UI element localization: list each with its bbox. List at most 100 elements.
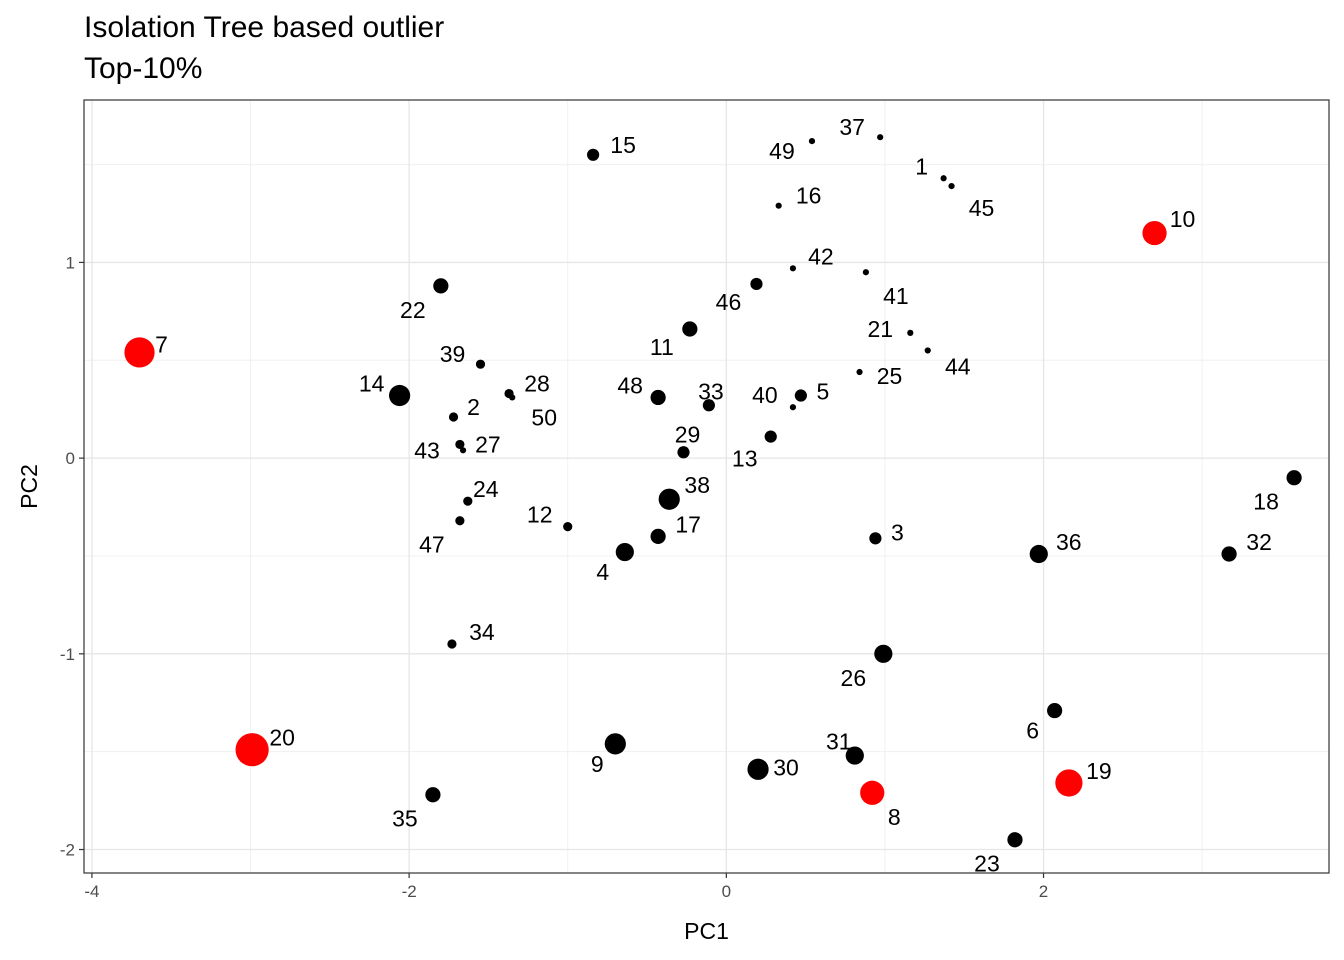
point-label: 26 xyxy=(841,665,867,691)
x-tick-label: -4 xyxy=(84,882,99,901)
x-tick-label: 2 xyxy=(1039,882,1048,901)
data-point xyxy=(789,265,797,272)
data-point xyxy=(455,516,465,526)
data-point xyxy=(682,321,698,337)
data-point xyxy=(615,542,634,562)
data-point xyxy=(789,404,797,411)
data-point xyxy=(447,639,457,649)
point-label: 8 xyxy=(888,804,901,830)
data-point xyxy=(856,368,863,376)
data-point xyxy=(1221,546,1237,562)
point-label: 28 xyxy=(524,371,550,397)
data-point xyxy=(702,399,715,412)
outlier-point xyxy=(1055,769,1083,797)
point-label: 14 xyxy=(359,371,385,397)
point-label: 21 xyxy=(868,316,894,342)
point-label: 42 xyxy=(808,243,834,269)
y-tick-label: 0 xyxy=(66,449,75,468)
point-label: 39 xyxy=(440,341,466,367)
data-point xyxy=(1007,832,1023,848)
data-points xyxy=(124,134,1302,848)
point-label: 35 xyxy=(392,806,418,832)
point-label: 30 xyxy=(773,754,799,780)
x-tick-label: 0 xyxy=(722,882,731,901)
data-point xyxy=(459,447,467,454)
outlier-point xyxy=(235,733,269,767)
x-axis-title: PC1 xyxy=(684,918,729,944)
data-point xyxy=(677,446,690,459)
point-label: 10 xyxy=(1170,206,1196,232)
data-point xyxy=(463,496,473,506)
point-label: 29 xyxy=(675,421,701,447)
data-point xyxy=(764,430,777,443)
data-point xyxy=(948,183,955,190)
point-label: 15 xyxy=(610,132,636,158)
point-label: 41 xyxy=(883,283,909,309)
point-label: 46 xyxy=(716,289,742,315)
data-point xyxy=(750,277,763,291)
point-label: 2 xyxy=(467,394,480,420)
data-point xyxy=(389,384,411,407)
point-label: 48 xyxy=(617,372,643,398)
point-label: 13 xyxy=(732,446,758,472)
data-point xyxy=(433,278,449,294)
data-point xyxy=(1286,470,1302,486)
point-label: 9 xyxy=(591,751,604,777)
point-label: 3 xyxy=(891,519,904,545)
point-label: 34 xyxy=(469,619,495,645)
y-tick-label: -2 xyxy=(60,841,75,860)
point-labels: 1234567891011121314151617181920212223242… xyxy=(155,114,1279,877)
data-point xyxy=(455,439,465,450)
data-point xyxy=(874,644,893,663)
point-label: 40 xyxy=(752,382,778,408)
data-point xyxy=(845,746,864,765)
point-label: 27 xyxy=(475,431,501,457)
y-tick-label: -1 xyxy=(60,645,75,664)
data-point xyxy=(940,175,947,182)
data-point xyxy=(650,389,666,406)
point-label: 7 xyxy=(155,331,168,357)
y-axis-title: PC2 xyxy=(16,464,42,509)
point-label: 18 xyxy=(1253,489,1279,515)
data-point xyxy=(907,329,914,336)
data-point xyxy=(425,787,441,803)
point-label: 47 xyxy=(419,532,445,558)
point-label: 22 xyxy=(400,297,426,323)
point-label: 45 xyxy=(969,195,995,221)
axis-ticks: -4 -2 0 210-1-2 xyxy=(60,253,1048,901)
data-point xyxy=(794,389,807,402)
point-label: 24 xyxy=(473,476,499,502)
point-label: 32 xyxy=(1246,529,1272,555)
data-point xyxy=(869,532,882,545)
plot-panel xyxy=(83,99,1330,874)
point-label: 33 xyxy=(698,378,724,404)
data-point xyxy=(509,394,516,401)
data-point xyxy=(808,137,816,145)
point-label: 6 xyxy=(1026,718,1039,744)
data-point xyxy=(877,134,884,141)
point-label: 49 xyxy=(769,138,795,164)
point-label: 1 xyxy=(915,153,928,179)
data-point xyxy=(747,758,769,780)
point-label: 16 xyxy=(796,183,822,209)
data-point xyxy=(924,347,931,354)
y-tick-label: 1 xyxy=(66,253,75,272)
point-label: 20 xyxy=(269,725,295,751)
point-label: 38 xyxy=(684,472,710,498)
data-point xyxy=(658,488,680,510)
data-point xyxy=(775,202,782,209)
point-label: 5 xyxy=(816,379,829,405)
data-point xyxy=(1047,702,1063,719)
point-label: 36 xyxy=(1056,529,1082,555)
data-point xyxy=(650,528,666,545)
outlier-point xyxy=(1142,220,1167,246)
data-point xyxy=(862,269,869,276)
outlier-point xyxy=(124,337,155,368)
point-label: 19 xyxy=(1086,758,1112,784)
data-point xyxy=(563,522,573,532)
point-label: 12 xyxy=(527,502,553,528)
point-label: 23 xyxy=(974,851,1000,877)
point-label: 11 xyxy=(650,334,674,360)
point-label: 37 xyxy=(839,114,865,140)
data-point xyxy=(448,412,459,422)
